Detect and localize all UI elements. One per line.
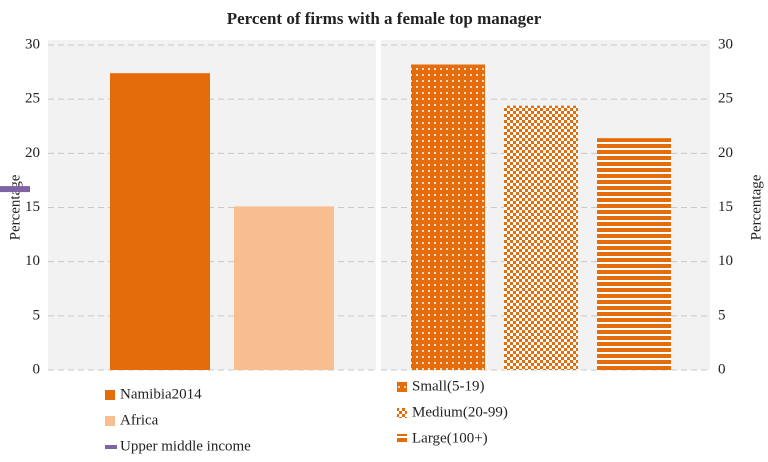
chart-title: Percent of firms with a female top manag… bbox=[227, 9, 542, 28]
y-tick-label: 15 bbox=[25, 199, 40, 215]
y-tick-label: 10 bbox=[718, 253, 733, 269]
legend-swatch bbox=[105, 445, 117, 449]
y-axis-label: Percentage bbox=[7, 174, 23, 240]
y-tick-label: 30 bbox=[718, 36, 733, 52]
legend-swatch bbox=[397, 408, 407, 418]
bar bbox=[234, 206, 334, 370]
y-tick-label: 25 bbox=[25, 91, 40, 107]
y-tick-label: 0 bbox=[718, 361, 726, 377]
legend-swatch bbox=[105, 390, 115, 400]
y-tick-label: 20 bbox=[718, 145, 733, 161]
bar bbox=[504, 105, 578, 371]
legend-swatch bbox=[397, 434, 407, 444]
y-tick-label: 5 bbox=[33, 307, 41, 323]
legend-swatch bbox=[397, 382, 407, 392]
y-axis-label: Percentage bbox=[748, 174, 764, 240]
y-tick-label: 25 bbox=[718, 91, 733, 107]
legend-label: Medium(20-99) bbox=[412, 404, 508, 420]
legend-label: Africa bbox=[120, 412, 159, 428]
y-tick-label: 20 bbox=[25, 145, 40, 161]
marker bbox=[0, 186, 30, 193]
legend-label: Namibia2014 bbox=[120, 386, 202, 402]
y-tick-label: 15 bbox=[718, 199, 733, 215]
y-tick-label: 5 bbox=[718, 307, 726, 323]
y-tick-label: 0 bbox=[33, 361, 41, 377]
legend-swatch bbox=[105, 416, 115, 426]
legend-label: Small(5-19) bbox=[412, 378, 485, 394]
legend-label: Upper middle income bbox=[120, 438, 251, 454]
y-tick-label: 30 bbox=[25, 36, 40, 52]
bar bbox=[110, 73, 210, 371]
legend-label: Large(100+) bbox=[412, 430, 488, 446]
bar bbox=[597, 138, 671, 370]
y-tick-label: 10 bbox=[25, 253, 40, 269]
bar bbox=[411, 64, 485, 370]
